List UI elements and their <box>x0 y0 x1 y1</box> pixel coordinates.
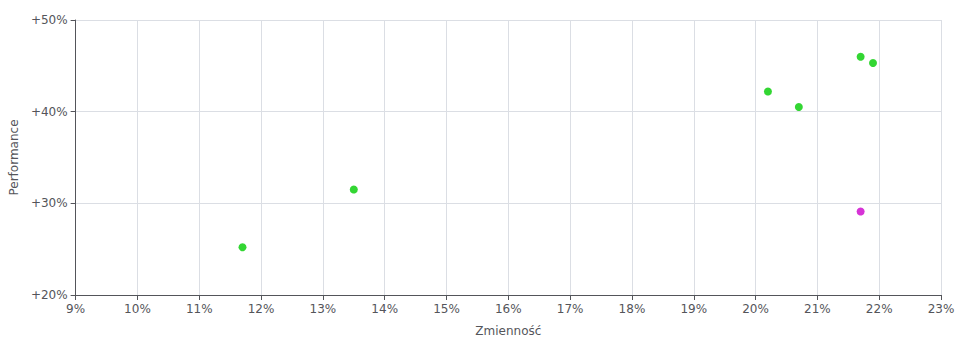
svg-text:+50%: +50% <box>31 13 68 27</box>
svg-text:23%: 23% <box>928 302 955 316</box>
svg-text:12%: 12% <box>248 302 275 316</box>
svg-text:13%: 13% <box>310 302 337 316</box>
svg-text:15%: 15% <box>433 302 460 316</box>
svg-text:+20%: +20% <box>31 288 68 302</box>
svg-text:+30%: +30% <box>31 196 68 210</box>
svg-text:20%: 20% <box>742 302 769 316</box>
svg-text:Performance: Performance <box>7 119 21 195</box>
svg-text:18%: 18% <box>619 302 646 316</box>
svg-text:21%: 21% <box>804 302 831 316</box>
svg-text:16%: 16% <box>495 302 522 316</box>
svg-text:+40%: +40% <box>31 105 68 119</box>
svg-text:10%: 10% <box>124 302 151 316</box>
svg-text:9%: 9% <box>66 302 85 316</box>
svg-text:11%: 11% <box>186 302 213 316</box>
svg-text:17%: 17% <box>557 302 584 316</box>
svg-text:19%: 19% <box>680 302 707 316</box>
svg-text:14%: 14% <box>371 302 398 316</box>
svg-text:22%: 22% <box>866 302 893 316</box>
svg-text:Zmienność: Zmienność <box>475 324 541 338</box>
